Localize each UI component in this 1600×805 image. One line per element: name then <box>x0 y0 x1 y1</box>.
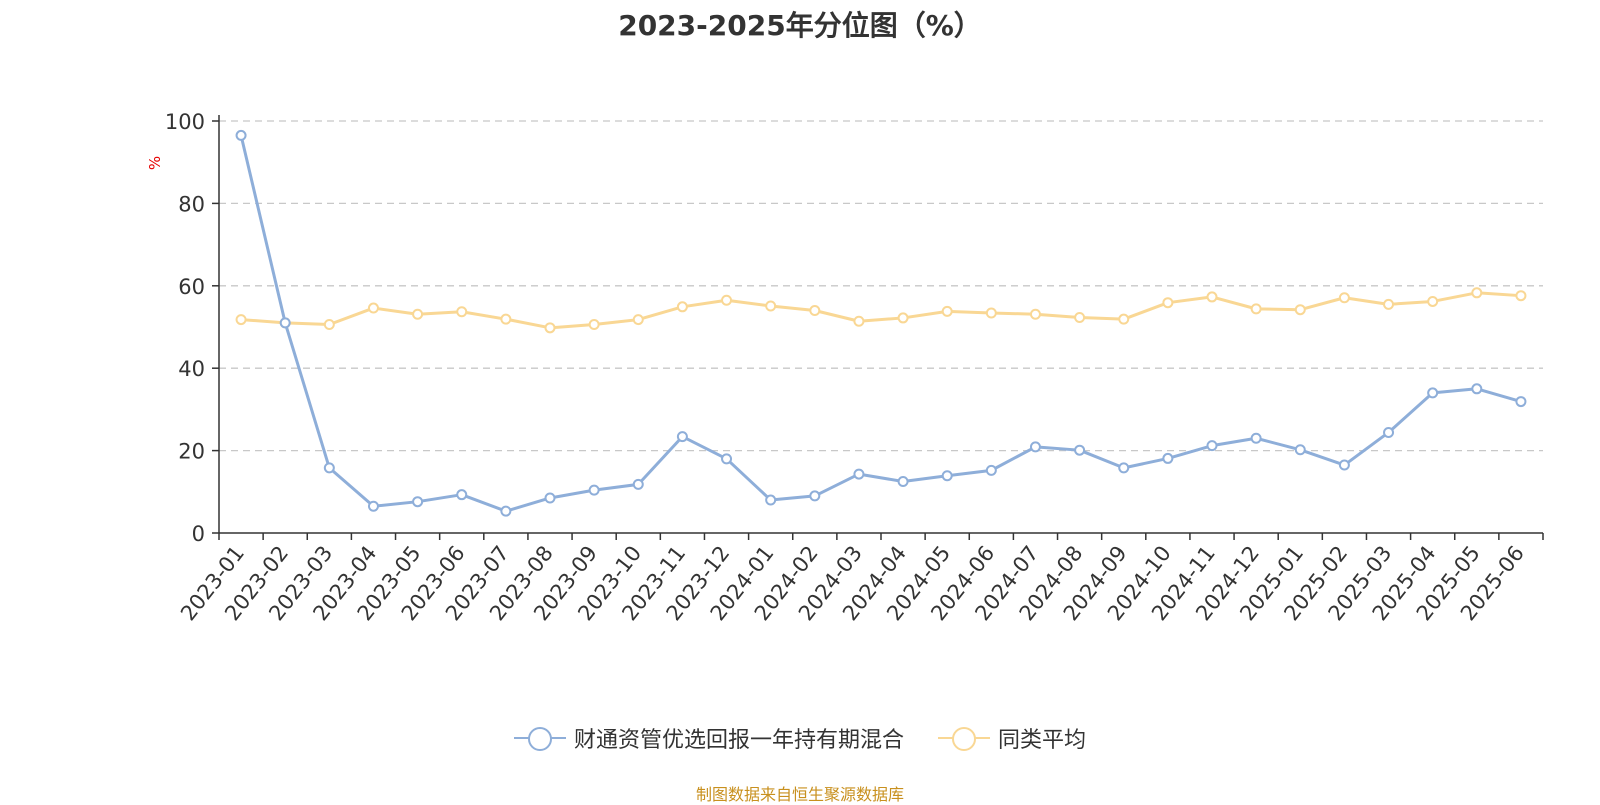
y-axis-unit-label: % <box>146 156 164 170</box>
gridlines <box>219 120 1543 452</box>
legend: 财通资管优选回报一年持有期混合 同类平均 <box>0 722 1600 754</box>
source-note: 制图数据来自恒生聚源数据库 <box>695 785 904 804</box>
series-1-point[interactable] <box>412 496 424 508</box>
series-1-point[interactable] <box>500 505 512 517</box>
series-1-point[interactable] <box>1162 452 1174 464</box>
series-1-point[interactable] <box>1206 440 1218 452</box>
series-2-point[interactable] <box>1427 295 1439 307</box>
series-1-point[interactable] <box>1383 426 1395 438</box>
series-line-2 <box>240 291 1522 330</box>
series-2-point[interactable] <box>1383 298 1395 310</box>
series-1-point[interactable] <box>1515 396 1527 408</box>
series-1-point[interactable] <box>941 470 953 482</box>
series-1-point[interactable] <box>765 494 777 506</box>
series-2-point[interactable] <box>1294 304 1306 316</box>
series-2-point[interactable] <box>1074 312 1086 324</box>
y-tick-label: 80 <box>178 192 205 216</box>
series-2-point[interactable] <box>632 314 644 326</box>
series-2-point[interactable] <box>323 319 335 331</box>
series-1-point[interactable] <box>367 500 379 512</box>
series-1-point[interactable] <box>323 462 335 474</box>
series-2-point[interactable] <box>985 307 997 319</box>
series-2-point[interactable] <box>1118 313 1130 325</box>
series-2-point[interactable] <box>367 302 379 314</box>
series-line-1 <box>239 135 1522 513</box>
series-1-point[interactable] <box>721 453 733 465</box>
series-1-point[interactable] <box>676 431 688 443</box>
series-2-point[interactable] <box>809 305 821 317</box>
series-1-point[interactable] <box>985 464 997 476</box>
y-tick-label: 100 <box>165 110 205 134</box>
y-tick-label: 0 <box>192 522 205 546</box>
series-1-point[interactable] <box>1250 432 1262 444</box>
legend-label-series-2: 同类平均 <box>998 728 1087 753</box>
y-tick-label: 60 <box>178 275 205 299</box>
series-1-point[interactable] <box>1338 459 1350 471</box>
y-tick-label: 40 <box>178 357 205 381</box>
y-tick-label: 20 <box>178 440 205 464</box>
series-2-point[interactable] <box>676 301 688 313</box>
series-1-point[interactable] <box>279 317 291 329</box>
series-2-point[interactable] <box>235 314 247 326</box>
series-2-point[interactable] <box>1471 287 1483 299</box>
series-1-point[interactable] <box>544 492 556 504</box>
series-1-point[interactable] <box>1118 462 1130 474</box>
series-2-point[interactable] <box>897 312 909 324</box>
series-1-point[interactable] <box>897 476 909 487</box>
series-2-point[interactable] <box>412 308 424 320</box>
series-1-point[interactable] <box>235 129 247 141</box>
legend-swatch-series-2 <box>938 726 990 751</box>
series-2-point[interactable] <box>588 319 600 331</box>
series-layer <box>235 129 1527 517</box>
legend-swatch-series-1 <box>513 726 566 751</box>
series-2-point[interactable] <box>1162 297 1174 309</box>
series-2-point[interactable] <box>1206 291 1218 303</box>
series-1-point[interactable] <box>1471 383 1483 395</box>
series-2-point[interactable] <box>1029 308 1041 320</box>
legend-item-series-1[interactable]: 财通资管优选回报一年持有期混合 <box>513 722 904 754</box>
series-2-point[interactable] <box>1338 292 1350 304</box>
legend-item-series-2[interactable]: 同类平均 <box>938 722 1086 754</box>
series-1-point[interactable] <box>1427 387 1439 399</box>
series-2-point[interactable] <box>941 305 953 317</box>
series-1-point[interactable] <box>588 484 600 496</box>
series-1-point[interactable] <box>1074 444 1086 456</box>
series-1-point[interactable] <box>1294 444 1306 456</box>
series-1-point[interactable] <box>853 468 865 480</box>
series-2-point[interactable] <box>853 315 865 327</box>
series-2-point[interactable] <box>765 300 777 312</box>
series-2-point[interactable] <box>1250 303 1262 315</box>
series-2-point[interactable] <box>544 322 556 334</box>
chart-title: 2023-2025年分位图（%） <box>618 9 982 42</box>
series-2-point[interactable] <box>500 313 512 325</box>
series-1-point[interactable] <box>1029 441 1041 453</box>
series-2-point[interactable] <box>1515 290 1527 302</box>
series-2-point[interactable] <box>456 306 468 318</box>
series-2-point[interactable] <box>721 294 733 306</box>
series-1-point[interactable] <box>632 478 644 490</box>
series-1-point[interactable] <box>456 489 468 501</box>
series-1-point[interactable] <box>809 490 821 502</box>
legend-label-series-1: 财通资管优选回报一年持有期混合 <box>573 728 904 753</box>
